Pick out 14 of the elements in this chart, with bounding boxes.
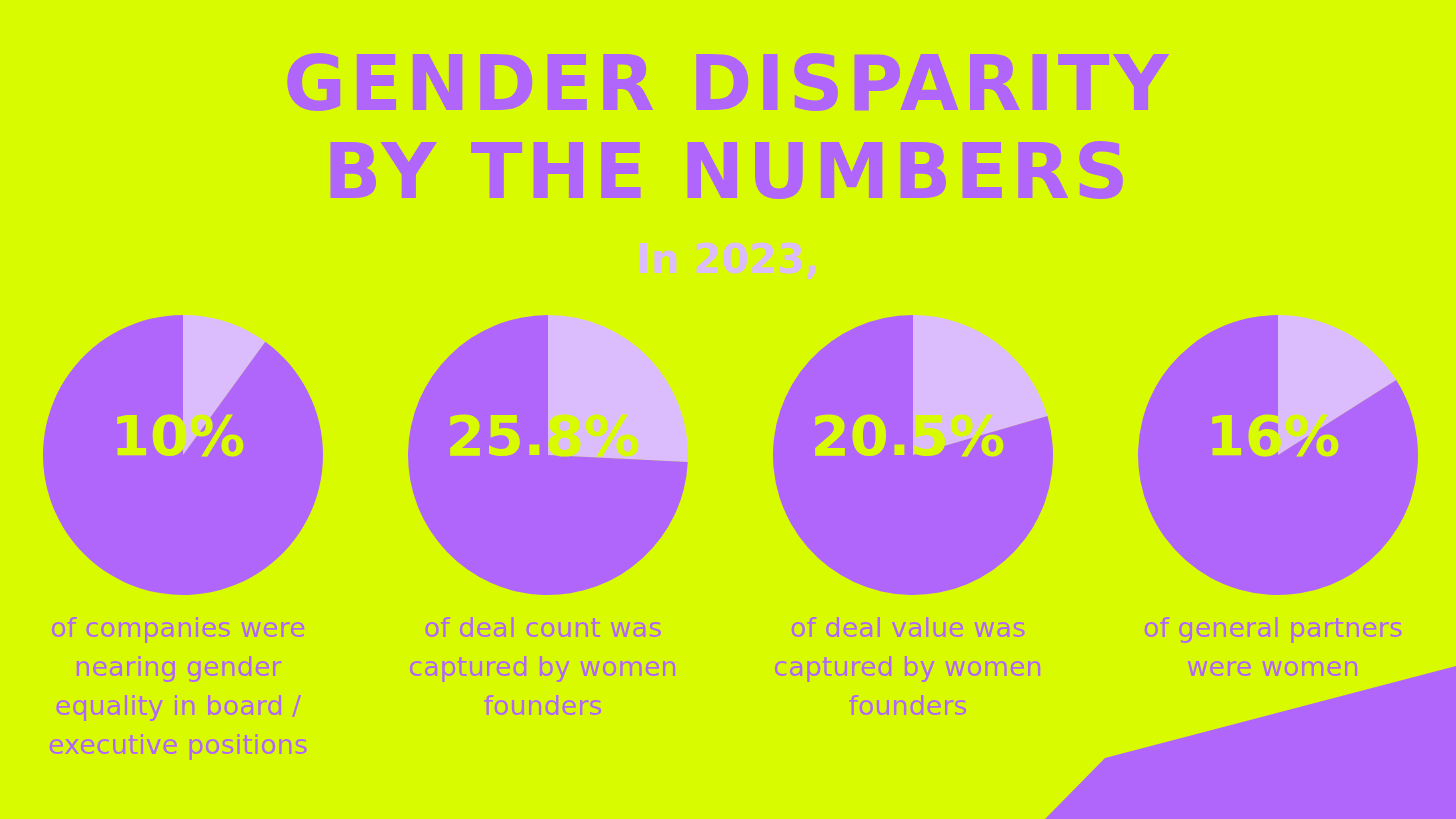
data-label: 10% <box>109 402 246 470</box>
text: of general partners were women <box>1141 611 1405 684</box>
data-label: 16% <box>1204 402 1341 470</box>
text: In 2023, <box>635 236 821 282</box>
text: of deal value was captured by women founders <box>772 611 1044 723</box>
pie-slice <box>43 315 323 595</box>
data-label: 20.5% <box>809 402 1007 470</box>
pie-slice <box>1138 315 1418 595</box>
pie-slice <box>408 315 688 595</box>
text: GENDER DISPARITY BY THE NUMBERS <box>282 39 1174 216</box>
text: of deal count was captured by women founders <box>407 611 679 723</box>
text: of companies were nearing gender equality in board / executive positions <box>46 611 310 762</box>
pie-slice <box>773 315 1053 595</box>
data-label: 25.8% <box>444 402 642 470</box>
